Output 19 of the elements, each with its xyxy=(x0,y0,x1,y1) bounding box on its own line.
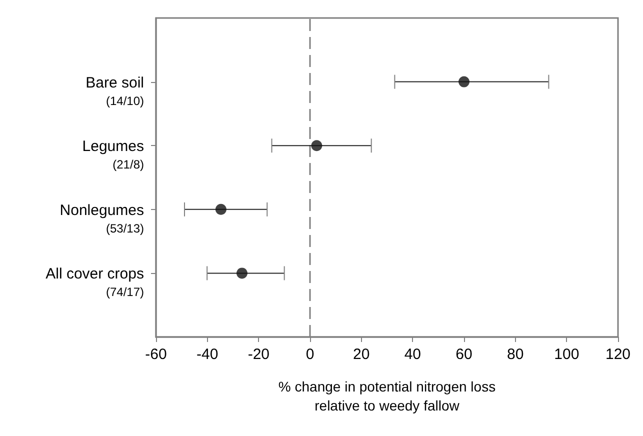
x-tick-label: -60 xyxy=(145,346,167,363)
y-tick-label: All cover crops (74/17) xyxy=(46,266,144,300)
y-tick-label: Bare soil (14/10) xyxy=(86,74,144,108)
y-tick-label: Legumes (21/8) xyxy=(82,138,144,172)
point xyxy=(215,204,226,215)
x-tick-label: 40 xyxy=(404,346,422,363)
x-tick-label: -40 xyxy=(196,346,218,363)
x-tick-label: 100 xyxy=(554,346,580,363)
x-tick-label: 60 xyxy=(456,346,472,363)
x-axis-title: % change in potential nitrogen loss relative to weedy fallow xyxy=(278,378,496,414)
x-tick-label: 0 xyxy=(306,346,314,363)
x-tick-label: 80 xyxy=(506,346,524,363)
x-tick-label: -20 xyxy=(248,346,270,363)
point xyxy=(311,140,322,152)
x-tick-label: 20 xyxy=(352,346,370,363)
y-tick-label: Nonlegumes (53/13) xyxy=(60,202,144,236)
point xyxy=(236,268,248,279)
point xyxy=(458,76,470,88)
x-tick-label: 120 xyxy=(605,346,631,363)
